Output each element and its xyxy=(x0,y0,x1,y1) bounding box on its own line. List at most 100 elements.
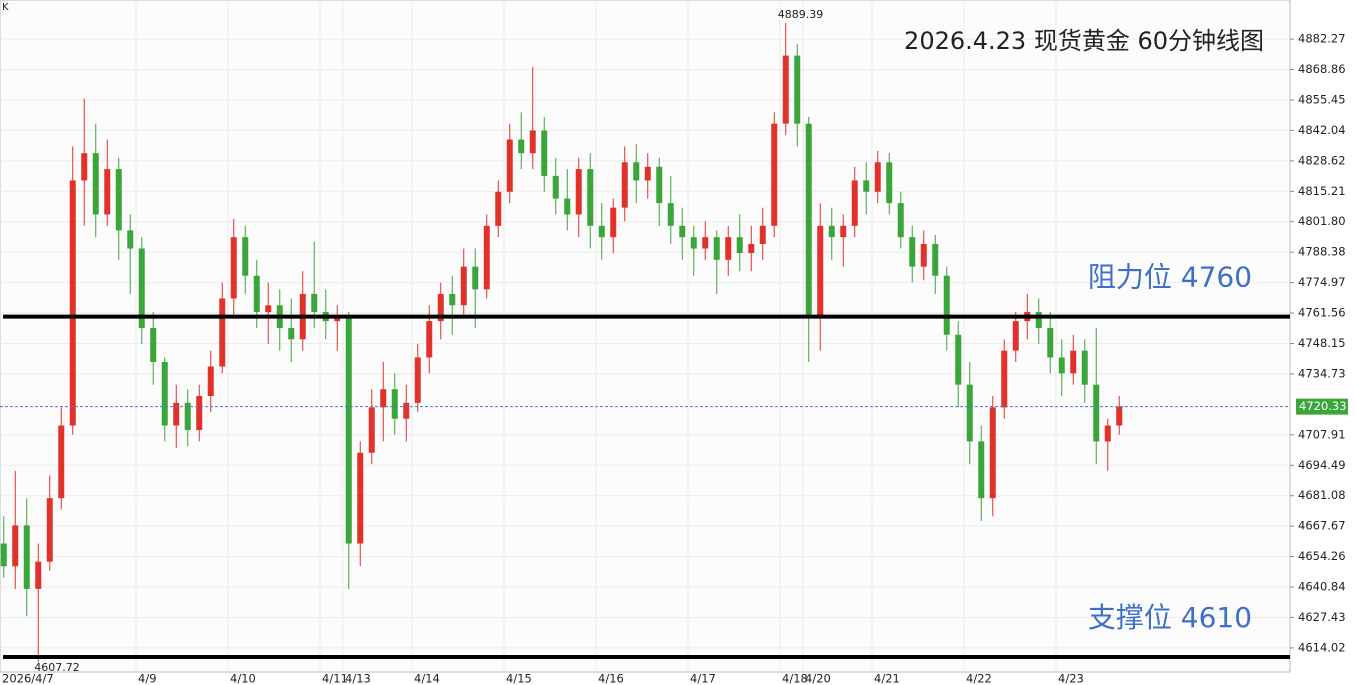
y-tick-label: 4842.04 xyxy=(1298,123,1346,137)
y-tick-label: 4627.43 xyxy=(1298,610,1346,624)
candle-body xyxy=(104,169,111,215)
y-tick-label: 4882.27 xyxy=(1298,32,1346,46)
x-tick-label: 4/10 xyxy=(230,672,256,685)
candle-body xyxy=(58,425,65,499)
y-tick-label: 4815.21 xyxy=(1298,184,1346,198)
candle-body xyxy=(391,389,398,419)
candle-body xyxy=(863,180,870,192)
level-label: 阻力位 4760 xyxy=(1088,261,1252,294)
candle-body xyxy=(207,366,214,397)
candle-body xyxy=(1081,350,1088,385)
candle-body xyxy=(196,396,203,431)
price-tag xyxy=(1296,398,1348,415)
y-tick-label: 4855.45 xyxy=(1298,92,1346,106)
x-tick-label: 4/13 xyxy=(345,672,371,685)
candle-body xyxy=(173,402,180,426)
y-tick-label: 4761.56 xyxy=(1298,306,1346,320)
candle-body xyxy=(311,293,318,313)
candle-body xyxy=(1070,350,1077,374)
candle-body xyxy=(138,248,145,328)
candle-body xyxy=(253,275,260,313)
y-tick-label: 4868.86 xyxy=(1298,62,1346,76)
candle-body xyxy=(690,237,697,249)
y-tick-label: 4788.38 xyxy=(1298,245,1346,259)
y-tick-label: 4667.67 xyxy=(1298,519,1346,533)
candle-body xyxy=(518,139,525,154)
x-tick-label: 4/17 xyxy=(690,672,716,685)
candle-body xyxy=(92,153,99,215)
candle-body xyxy=(230,237,237,299)
candle-body xyxy=(874,162,881,192)
y-tick-label: 4654.26 xyxy=(1298,549,1346,563)
low-label: 4607.72 xyxy=(34,661,80,674)
candle-body xyxy=(1058,357,1065,374)
candle-body xyxy=(748,243,755,254)
candle-body xyxy=(127,230,134,249)
candle-body xyxy=(771,123,778,226)
x-tick-label: 4/11 xyxy=(322,672,348,685)
candle-body xyxy=(587,169,594,226)
candle-body xyxy=(805,123,812,317)
candle-body xyxy=(1104,425,1111,442)
corner-label: K xyxy=(2,2,9,13)
candle-body xyxy=(437,293,444,322)
candle-body xyxy=(403,402,410,419)
candle-body xyxy=(886,162,893,204)
candle-body xyxy=(115,169,122,231)
candle-body xyxy=(828,225,835,238)
candle-body xyxy=(989,407,996,499)
candle-body xyxy=(759,225,766,244)
y-tick-label: 4707.91 xyxy=(1298,427,1346,441)
candle-body xyxy=(150,327,157,362)
candle-body xyxy=(817,225,824,317)
candle-body xyxy=(978,441,985,499)
candle-body xyxy=(506,139,513,192)
candle-body xyxy=(1116,406,1123,426)
candle-body xyxy=(851,180,858,226)
x-tick-label: 4/14 xyxy=(414,672,440,685)
y-tick-label: 4694.49 xyxy=(1298,458,1346,472)
candle-body xyxy=(46,498,53,562)
candle-body xyxy=(495,191,502,226)
candle-body xyxy=(598,225,605,238)
candle-body xyxy=(529,130,536,154)
candle-body xyxy=(702,237,709,249)
x-tick-label: 4/16 xyxy=(598,672,624,685)
y-tick-label: 4748.15 xyxy=(1298,336,1346,350)
candle-body xyxy=(483,225,490,290)
candle-body xyxy=(840,225,847,238)
chart-title: 2026.4.23 现货黄金 60分钟线图 xyxy=(904,27,1264,55)
candle-body xyxy=(242,237,249,276)
plot-area xyxy=(0,0,1291,673)
candle-body xyxy=(219,298,226,367)
x-tick-label: 4/18 xyxy=(782,672,808,685)
x-tick-label: 4/9 xyxy=(138,672,157,685)
candle-body xyxy=(334,316,341,322)
y-tick-label: 4681.08 xyxy=(1298,488,1346,502)
candle-body xyxy=(288,327,295,340)
x-tick-label: 4/21 xyxy=(874,672,900,685)
candle-body xyxy=(1093,384,1100,442)
candle-body xyxy=(81,153,88,181)
candle-body xyxy=(541,130,548,176)
high-label: 4889.39 xyxy=(778,8,824,21)
candle-body xyxy=(897,203,904,238)
candle-body xyxy=(449,293,456,306)
candle-body xyxy=(782,55,789,124)
candle-body xyxy=(679,225,686,238)
candle-body xyxy=(345,316,352,544)
candle-body xyxy=(69,180,76,426)
y-tick-label: 4614.02 xyxy=(1298,640,1346,654)
candle-body xyxy=(426,321,433,358)
candle-body xyxy=(656,166,663,204)
candle-body xyxy=(184,402,191,431)
candle-body xyxy=(0,543,7,567)
candle-body xyxy=(414,357,421,403)
candle-body xyxy=(1047,327,1054,358)
candle-body xyxy=(368,407,375,453)
candle-body xyxy=(644,166,651,181)
candle-body xyxy=(920,243,927,267)
candle-body xyxy=(713,237,720,260)
candle-body xyxy=(725,237,732,260)
